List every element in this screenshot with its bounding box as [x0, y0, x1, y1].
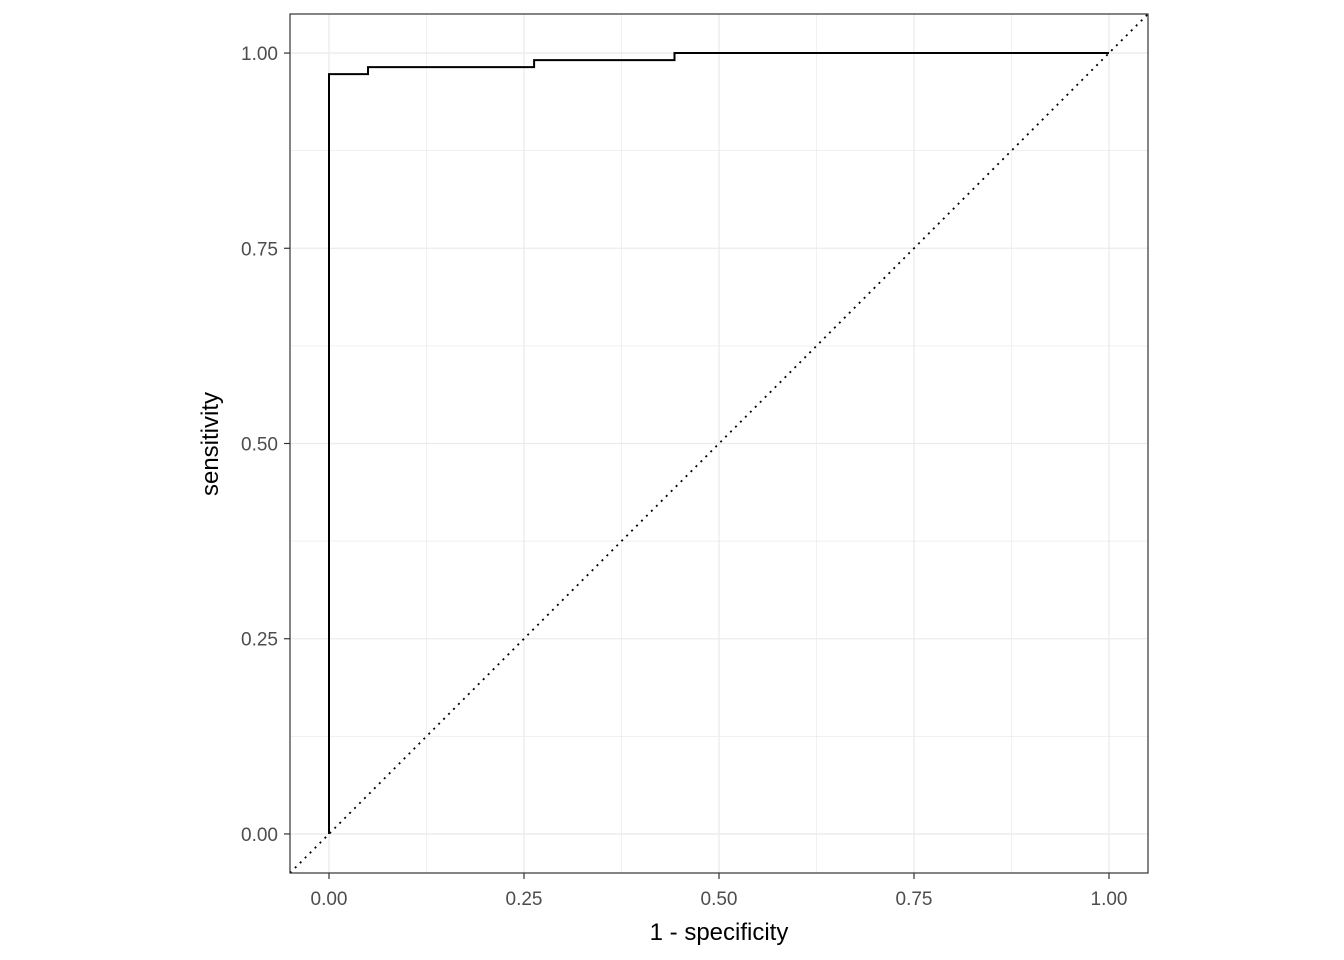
x-tick-label: 0.75 — [896, 889, 933, 910]
x-tick-label: 0.50 — [701, 889, 738, 910]
y-tick-label: 1.00 — [241, 44, 278, 65]
x-tick-label: 0.00 — [311, 889, 348, 910]
y-tick-label: 0.50 — [241, 435, 278, 456]
x-tick-label: 1.00 — [1091, 889, 1128, 910]
roc-curve-line — [328, 52, 1109, 834]
y-axis-label: sensitivity — [197, 392, 224, 496]
marks — [289, 13, 1149, 874]
y-tick-label: 0.75 — [241, 239, 278, 260]
x-tick-label: 0.25 — [506, 889, 543, 910]
x-axis-label: 1 - specificity — [650, 919, 789, 946]
y-tick-label: 0.00 — [241, 825, 278, 846]
ticks: 0.00 0.25 0.50 0.75 1.00 0.00 0.25 0.50 0.75 1.00 — [241, 44, 1127, 910]
y-tick-label: 0.25 — [241, 630, 278, 651]
